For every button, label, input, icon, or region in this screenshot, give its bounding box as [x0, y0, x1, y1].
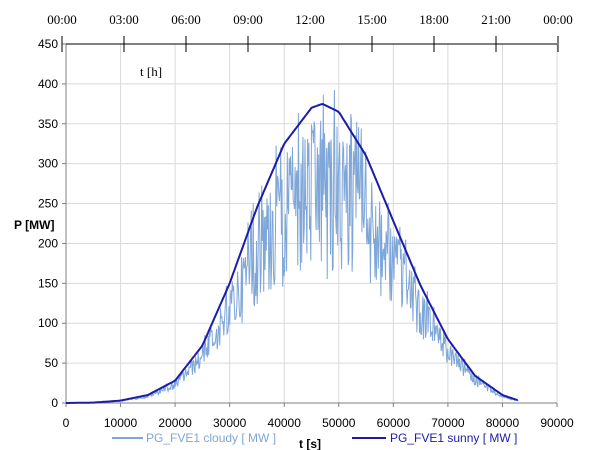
legend: PG_FVE1 cloudy [ MW ] PG_FVE1 sunny [ MW … — [112, 431, 517, 445]
time-tick-label: 12:00 — [295, 12, 325, 27]
x-tick-label: 80000 — [486, 416, 520, 430]
y-tick-label: 150 — [38, 276, 58, 290]
time-tick-label: 00:00 — [543, 12, 573, 27]
x-tick-label: 0 — [63, 416, 70, 430]
y-tick-label: 350 — [38, 117, 58, 131]
y-tick-label: 400 — [38, 77, 58, 91]
y-tick-label: 100 — [38, 316, 58, 330]
y-tick-label: 250 — [38, 197, 58, 211]
y-axis-label: P [MW] — [14, 218, 54, 232]
y-tick-label: 0 — [51, 396, 58, 410]
x-tick-label: 90000 — [540, 416, 574, 430]
x-axis-label: t [s] — [299, 437, 321, 450]
y-tick-label: 50 — [45, 356, 59, 370]
x-tick-label: 30000 — [213, 416, 247, 430]
series-line-cloudy — [66, 89, 519, 404]
x-tick-label: 20000 — [158, 416, 192, 430]
y-tick-label: 300 — [38, 157, 58, 171]
time-tick-label: 21:00 — [481, 12, 511, 27]
axes — [61, 36, 559, 407]
legend-label-sunny: PG_FVE1 sunny [ MW ] — [390, 431, 517, 445]
time-tick-label: 09:00 — [233, 12, 263, 27]
x-tick-label: 40000 — [268, 416, 302, 430]
x-tick-label: 60000 — [377, 416, 411, 430]
y-tick-label: 450 — [38, 37, 58, 51]
legend-label-cloudy: PG_FVE1 cloudy [ MW ] — [146, 431, 276, 445]
series-layer — [66, 89, 519, 404]
time-tick-label: 00:00 — [47, 12, 77, 27]
time-axis-label: t [h] — [140, 64, 162, 79]
x-tick-label: 70000 — [431, 416, 465, 430]
time-tick-label: 03:00 — [109, 12, 139, 27]
y-tick-label: 200 — [38, 236, 58, 250]
time-tick-label: 18:00 — [419, 12, 449, 27]
axis-labels: 0 50 100 150 200 250 300 350 400 450 0 10000 20000 30… — [14, 12, 574, 450]
time-tick-label: 06:00 — [171, 12, 201, 27]
x-tick-label: 50000 — [322, 416, 356, 430]
series-line-sunny — [66, 103, 518, 404]
x-tick-label: 10000 — [104, 416, 138, 430]
grid-lines — [66, 43, 558, 403]
time-tick-label: 15:00 — [357, 12, 387, 27]
